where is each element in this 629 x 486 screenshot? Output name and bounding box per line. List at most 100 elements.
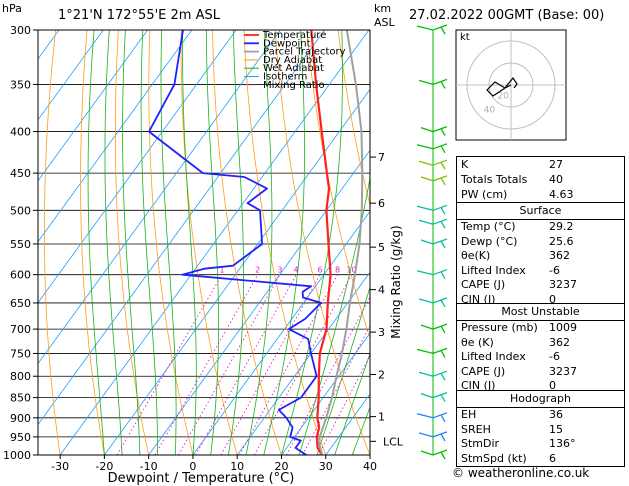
y-tick-label: 600: [10, 269, 31, 282]
dry-adiabat: [306, 30, 370, 340]
isotherm: [38, 30, 104, 121]
y-tick-label: 800: [10, 370, 31, 383]
wet-adiabat: [122, 30, 141, 455]
y-tick-label: 550: [10, 238, 31, 251]
surface-cape-label: CAPE (J): [461, 278, 506, 291]
mixing-ratio-label: 8: [335, 266, 340, 275]
axis-unit-asl: ASL: [374, 16, 395, 29]
mu-li-label: Lifted Index: [461, 350, 526, 363]
surface-li-value: -6: [549, 263, 560, 277]
index-k-value: 27: [549, 158, 563, 171]
wet-adiabat: [351, 406, 370, 455]
wind-barb: [420, 125, 448, 136]
isotherm: [38, 30, 193, 243]
mixing-ratio-line: [195, 274, 297, 455]
wind-barb: [418, 159, 448, 170]
axis-unit-hpa: hPa: [2, 2, 22, 15]
surface-dewp-value: 25.6: [549, 234, 574, 248]
legend-label: Isotherm: [263, 72, 307, 83]
totals-totals-value: 40: [549, 173, 563, 186]
y-tick-label: 300: [10, 24, 31, 37]
most-unstable-title: Most Unstable: [501, 305, 580, 318]
surface-cin-value: 0: [549, 292, 556, 306]
isotherm: [38, 30, 325, 426]
wind-barb: [418, 78, 448, 89]
mixing-ratio-label: 10: [346, 266, 356, 275]
legend-label: Mixing Ratio: [263, 80, 325, 91]
stmspd-label: StmSpd (kt): [461, 451, 527, 465]
location-label: 1°21'N 172°55'E 2m ASL: [58, 8, 220, 23]
plot-frame: [37, 29, 371, 456]
height-tick-label: 5: [378, 241, 385, 254]
y-tick-label: 750: [10, 347, 31, 360]
pw-label: PW (cm): [461, 188, 508, 201]
y-tick-label: 850: [10, 392, 31, 405]
wind-barb: [416, 24, 448, 35]
dry-adiabat: [212, 30, 282, 455]
wind-barb: [416, 269, 448, 280]
isotherm: [38, 30, 148, 182]
surface-dewp-label: Dewp (°C): [461, 234, 518, 248]
mu-pressure-value: 1009: [549, 321, 577, 334]
mixing-ratio-line: [116, 274, 223, 455]
hodograph-ring-label: 40: [484, 105, 496, 115]
wet-adiabat: [245, 30, 273, 455]
height-tick-label: 3: [378, 326, 385, 339]
mixing-ratio-label: 1: [219, 266, 224, 275]
wet-adiabat: [316, 285, 370, 455]
mixing-ratio-axis-title: Mixing Ratio (g/kg): [389, 225, 403, 338]
most-unstable-panel: Most Unstable Pressure (mb) 1009 θe (K) 36…: [456, 303, 625, 394]
isotherm: [148, 149, 370, 455]
surface-thetae-label: θe(K): [461, 249, 491, 262]
wind-barb: [420, 391, 448, 402]
mu-cape-label: CAPE (J): [461, 364, 506, 378]
index-k-label: K: [461, 158, 469, 171]
wind-barb: [416, 412, 448, 423]
x-tick-label: 40: [363, 460, 377, 473]
legend-label: Dry Adiabat: [263, 55, 322, 66]
height-tick-label: 6: [378, 197, 385, 210]
wind-barb: [420, 449, 448, 460]
wind-barb: [420, 238, 448, 249]
surface-title: Surface: [519, 204, 562, 217]
temperature-curve: [310, 30, 332, 455]
wind-barb: [416, 143, 448, 154]
isotherm: [236, 271, 370, 455]
wind-barb: [418, 297, 448, 308]
mu-pressure-label: Pressure (mb): [461, 321, 538, 334]
y-tick-label: 650: [10, 297, 31, 310]
height-tick-label: 4: [378, 284, 385, 297]
stmdir-value: 136°: [549, 437, 576, 450]
mixing-ratio-label: 25: [407, 266, 417, 275]
hodograph-unit: kt: [460, 32, 470, 43]
wet-adiabat: [87, 30, 105, 455]
x-tick-label: 30: [319, 460, 333, 473]
y-tick-label: 400: [10, 126, 31, 139]
wet-adiabat: [334, 352, 370, 455]
y-tick-label: 350: [10, 78, 31, 91]
credit-label: © weatheronline.co.uk: [452, 466, 590, 480]
legend-label: Dewpoint: [263, 38, 311, 49]
wind-barb: [418, 431, 448, 442]
wind-barb: [418, 370, 448, 381]
mixing-ratio-line: [177, 274, 281, 455]
pw-value: 4.63: [549, 188, 574, 201]
mixing-ratio-label: 2: [255, 266, 260, 275]
x-tick-label: -30: [51, 460, 69, 473]
y-tick-label: 700: [10, 323, 31, 336]
height-tick-label: 7: [378, 151, 385, 164]
hodograph-trace: [486, 76, 518, 97]
hodograph-ring-label: 20: [497, 92, 509, 102]
y-tick-label: 450: [10, 167, 31, 180]
surface-li-label: Lifted Index: [461, 263, 526, 277]
dry-adiabat: [243, 30, 327, 455]
wind-barb: [418, 218, 448, 229]
wind-barb: [416, 204, 448, 215]
mixing-ratio-label: 6: [317, 266, 322, 275]
dewpoint-curve: [148, 30, 322, 455]
wind-barb: [416, 347, 448, 358]
dry-adiabat: [115, 30, 150, 455]
stmdir-label: StmDir: [461, 437, 500, 450]
dry-adiabat: [80, 30, 105, 455]
wet-adiabat: [205, 30, 219, 455]
